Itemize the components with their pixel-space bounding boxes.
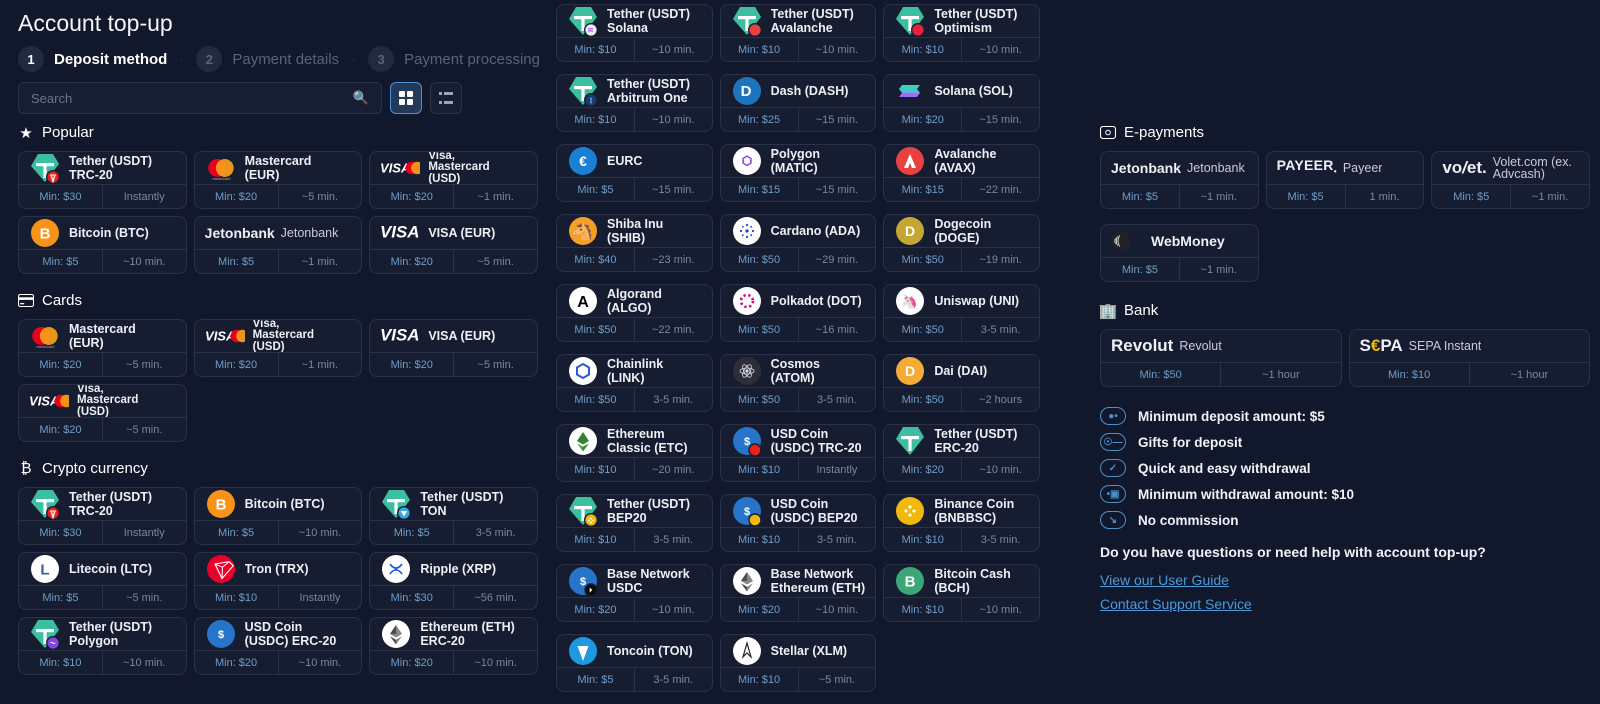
svg-text:🦄: 🦄 [902, 294, 918, 309]
svg-text:B: B [905, 574, 916, 591]
svg-text:D: D [905, 223, 915, 239]
svg-text:VISA: VISA [380, 224, 419, 242]
svg-text:D: D [740, 83, 751, 100]
svg-text:D: D [905, 363, 915, 379]
svg-text:€: € [579, 153, 587, 169]
svg-text:$: $ [744, 506, 750, 518]
svg-text:B: B [215, 497, 226, 514]
svg-text:$: $ [744, 436, 750, 448]
svg-text:mastercard: mastercard [211, 177, 230, 181]
svg-text:$: $ [580, 576, 586, 588]
svg-text:VISA: VISA [380, 327, 419, 345]
svg-text:A: A [577, 294, 589, 311]
svg-text:L: L [40, 562, 49, 579]
svg-text:mastercard: mastercard [36, 345, 55, 349]
svg-text:$: $ [218, 629, 224, 641]
svg-text:B: B [40, 226, 51, 243]
svg-text:🐴: 🐴 [572, 221, 593, 241]
